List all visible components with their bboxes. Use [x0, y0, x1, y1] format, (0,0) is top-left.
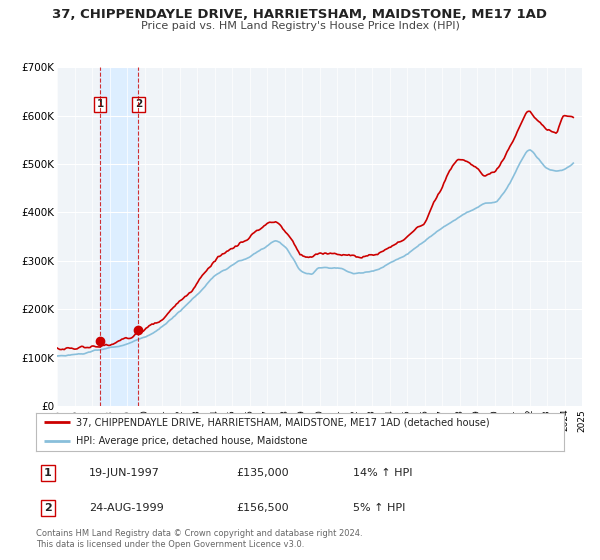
- Text: 14% ↑ HPI: 14% ↑ HPI: [353, 468, 412, 478]
- Text: 37, CHIPPENDAYLE DRIVE, HARRIETSHAM, MAIDSTONE, ME17 1AD: 37, CHIPPENDAYLE DRIVE, HARRIETSHAM, MAI…: [53, 8, 548, 21]
- Text: 2: 2: [44, 503, 52, 513]
- Text: 19-JUN-1997: 19-JUN-1997: [89, 468, 160, 478]
- Text: 2: 2: [135, 100, 142, 109]
- Text: 37, CHIPPENDAYLE DRIVE, HARRIETSHAM, MAIDSTONE, ME17 1AD (detached house): 37, CHIPPENDAYLE DRIVE, HARRIETSHAM, MAI…: [76, 417, 489, 427]
- Text: 1: 1: [44, 468, 52, 478]
- Text: Contains HM Land Registry data © Crown copyright and database right 2024.
This d: Contains HM Land Registry data © Crown c…: [36, 529, 362, 549]
- Text: HPI: Average price, detached house, Maidstone: HPI: Average price, detached house, Maid…: [76, 436, 307, 446]
- Text: £156,500: £156,500: [236, 503, 289, 513]
- Text: Price paid vs. HM Land Registry's House Price Index (HPI): Price paid vs. HM Land Registry's House …: [140, 21, 460, 31]
- Text: 24-AUG-1999: 24-AUG-1999: [89, 503, 164, 513]
- Bar: [100, 67, 139, 406]
- Text: 1: 1: [97, 100, 104, 109]
- Text: £135,000: £135,000: [236, 468, 289, 478]
- Text: 5% ↑ HPI: 5% ↑ HPI: [353, 503, 405, 513]
